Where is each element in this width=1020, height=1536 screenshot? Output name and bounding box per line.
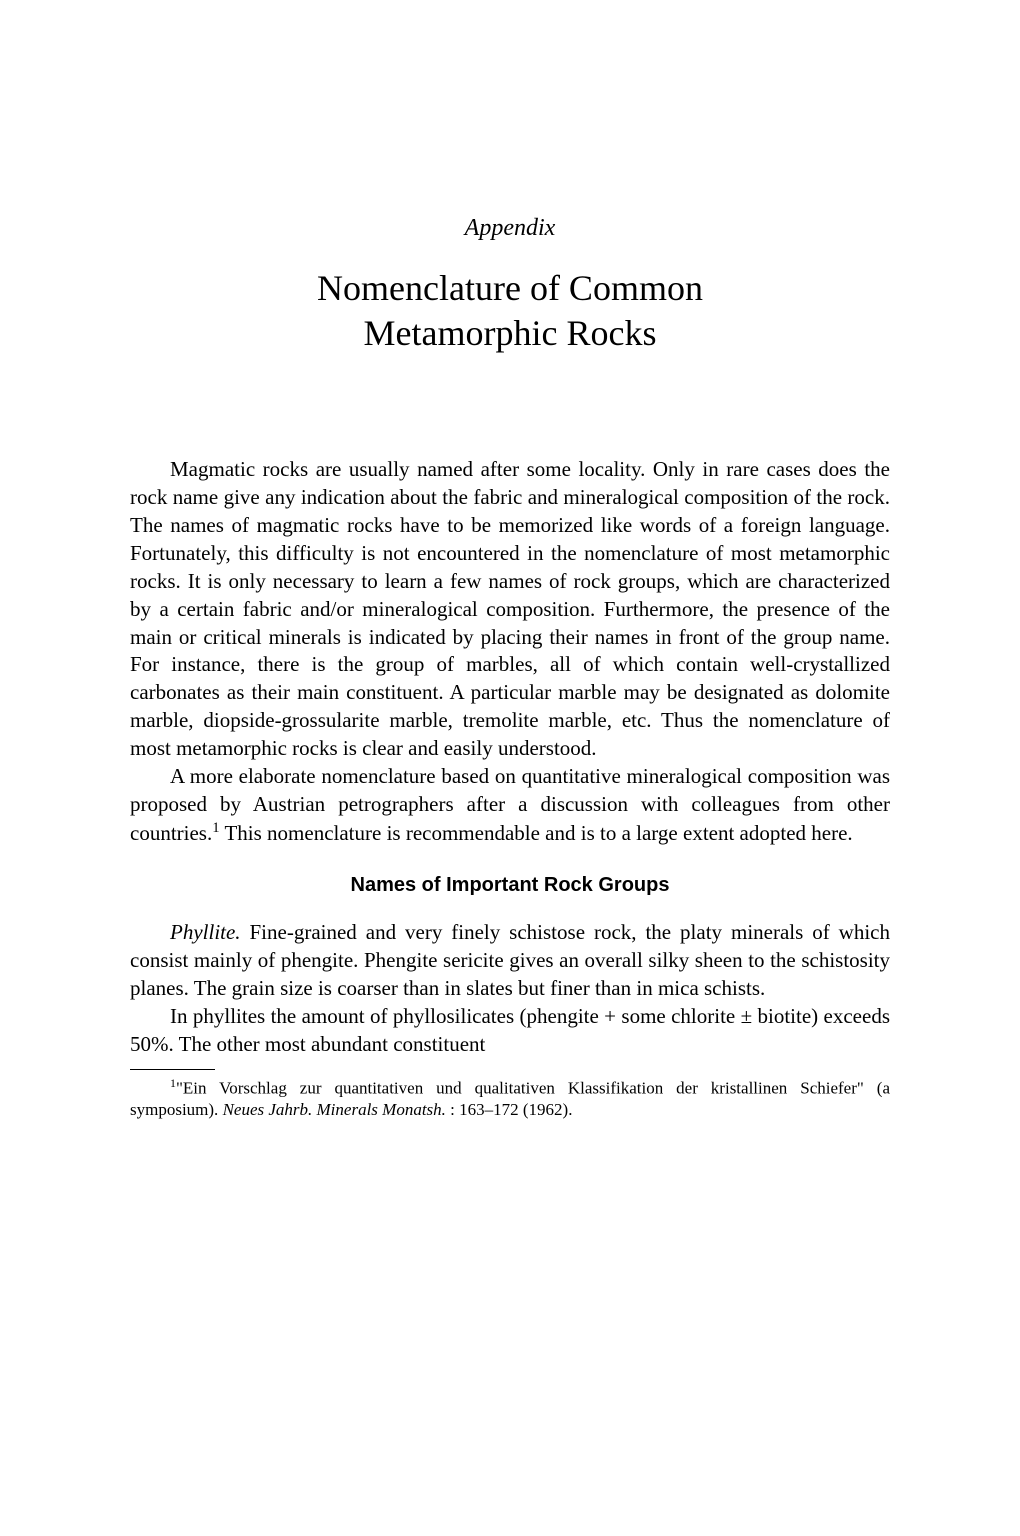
footnote-separator	[130, 1069, 215, 1070]
term-phyllite: Phyllite.	[170, 920, 241, 944]
footnote-ref-1: 1	[212, 820, 219, 836]
footnote-text-post: : 163–172 (1962).	[446, 1100, 573, 1119]
phyllite-description: Fine-grained and very finely schistose r…	[130, 920, 890, 1000]
paragraph-1: Magmatic rocks are usually named after s…	[130, 456, 890, 763]
appendix-label: Appendix	[130, 215, 890, 242]
title-line-2: Metamorphic Rocks	[364, 313, 657, 353]
footnote-1: 1"Ein Vorschlag zur quantitativen und qu…	[130, 1076, 890, 1122]
page-title: Nomenclature of Common Metamorphic Rocks	[130, 266, 890, 356]
section-heading: Names of Important Rock Groups	[130, 874, 890, 897]
paragraph-3: Phyllite. Fine-grained and very finely s…	[130, 919, 890, 1003]
paragraph-2: A more elaborate nomenclature based on q…	[130, 763, 890, 848]
title-line-1: Nomenclature of Common	[317, 268, 703, 308]
paragraph-2-post: This nomenclature is recommendable and i…	[220, 821, 853, 845]
footnote-journal: Neues Jahrb. Minerals Monatsh.	[223, 1100, 446, 1119]
paragraph-4: In phyllites the amount of phyllosilicat…	[130, 1003, 890, 1059]
